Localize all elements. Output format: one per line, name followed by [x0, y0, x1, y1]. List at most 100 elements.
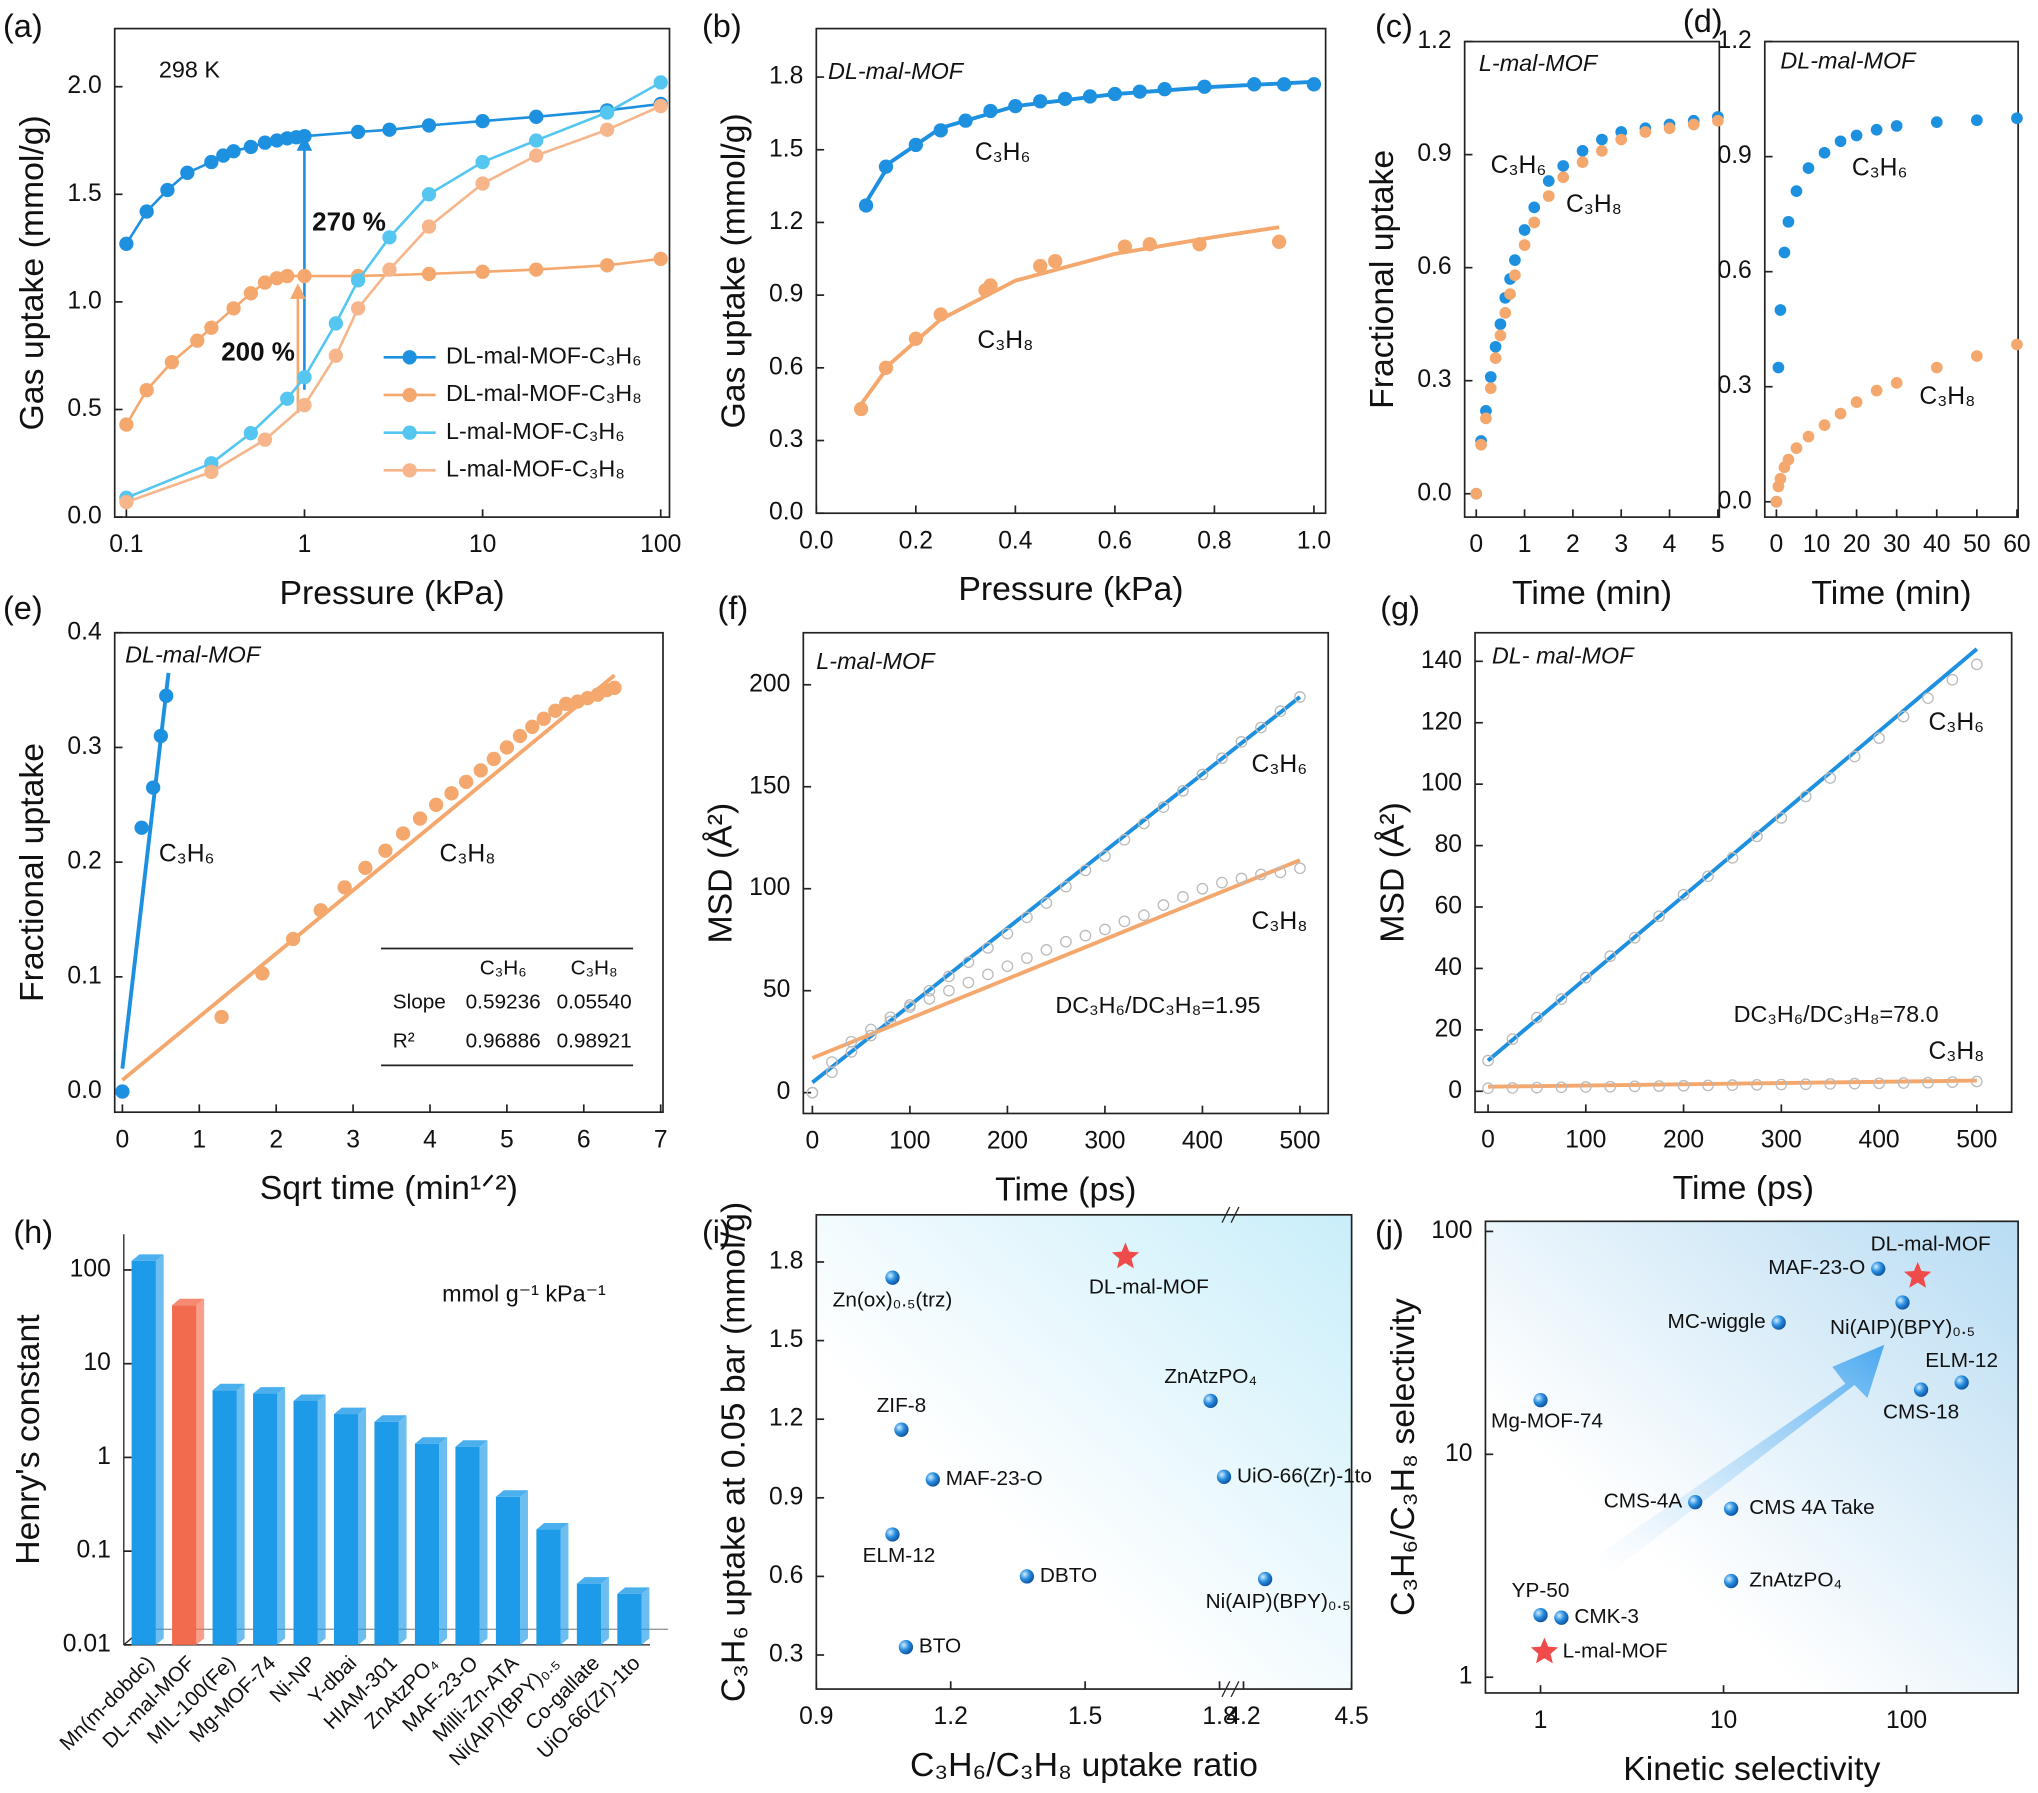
point: [255, 966, 270, 981]
x-tick-label: 0.6: [1098, 527, 1132, 554]
y-tick-label: 0: [777, 1078, 791, 1105]
point: [1111, 1242, 1140, 1269]
point: [1554, 1610, 1569, 1625]
panel-title: DL- mal-MOF: [1492, 643, 1635, 669]
y-tick-label: 0.3: [67, 733, 101, 760]
panel-title: DL-mal-MOF: [125, 641, 262, 667]
point: [1157, 801, 1170, 813]
point: [1033, 94, 1048, 109]
point: [421, 266, 437, 282]
point: [421, 187, 437, 202]
bar-top: [333, 1407, 367, 1415]
point: [1235, 872, 1248, 885]
point: [1971, 114, 1983, 127]
fit-line: [811, 695, 1302, 1084]
point: [1895, 1295, 1910, 1310]
point: [1954, 1375, 1969, 1390]
point: [983, 103, 998, 119]
x-tick-label: 50: [1963, 531, 1990, 558]
panel-title: DL-mal-MOF: [1780, 48, 1917, 74]
panel-label: (a): [3, 8, 43, 44]
point: [257, 275, 273, 290]
bar-side: [317, 1394, 326, 1645]
x-axis-label: Pressure (kPa): [958, 570, 1183, 608]
point: [243, 139, 259, 155]
point: [1216, 876, 1228, 889]
point: [1480, 412, 1492, 425]
point: [1196, 882, 1209, 895]
bar-top: [414, 1437, 448, 1444]
y-tick-label: 0.3: [769, 426, 803, 453]
y-tick-label: 10: [1445, 1440, 1472, 1467]
annotation: 200 %: [221, 336, 295, 366]
series-line: [125, 104, 662, 504]
point: [285, 931, 301, 947]
x-tick-label: 10: [1710, 1707, 1737, 1734]
series-label: C₃H₈: [1566, 191, 1622, 218]
point: [865, 1023, 877, 1036]
x-tick-label: 1: [192, 1126, 206, 1153]
panel-label: (e): [3, 590, 43, 626]
point: [958, 113, 973, 128]
point: [1782, 215, 1795, 228]
point: [1873, 732, 1885, 744]
bar-side: [358, 1407, 367, 1645]
bar-side: [277, 1387, 286, 1645]
point: [853, 401, 869, 417]
y-tick-label: 100: [749, 874, 790, 901]
point: [1294, 862, 1306, 875]
point: [858, 198, 874, 213]
point: [599, 105, 615, 120]
point: [1197, 79, 1212, 94]
point: [1060, 880, 1072, 893]
point: [607, 680, 622, 695]
x-tick-label: 3: [1614, 531, 1628, 558]
point-label: YP-50: [1512, 1579, 1570, 1602]
point: [1922, 692, 1934, 705]
x-tick-label: 0.1: [109, 531, 143, 558]
point-label: UiO-66(Zr)-1to: [1237, 1464, 1372, 1487]
point: [1579, 1081, 1592, 1093]
point: [153, 728, 168, 744]
point: [1021, 952, 1033, 964]
point: [1040, 944, 1053, 956]
bar-top: [293, 1394, 326, 1401]
point: [475, 154, 490, 170]
point: [475, 176, 490, 191]
x-tick-label: 40: [1923, 531, 1950, 558]
y-tick-label: 0.9: [1717, 142, 1751, 169]
point: [1946, 1076, 1959, 1088]
point: [1274, 705, 1287, 718]
point: [1257, 1571, 1273, 1587]
bar-side: [439, 1437, 448, 1645]
point: [458, 774, 474, 789]
x-tick-label: 2: [269, 1126, 283, 1153]
point: [1499, 307, 1512, 319]
point: [146, 780, 161, 795]
table-cell: 0.59236: [466, 991, 541, 1014]
x-tick-label: 10: [469, 531, 496, 558]
y-axis-label: MSD (Å²): [1373, 802, 1411, 943]
point: [1138, 909, 1150, 922]
point: [1818, 146, 1831, 159]
x-tick-label: 0.0: [799, 527, 833, 554]
series-label: C₃H₈: [440, 840, 496, 867]
point: [1774, 472, 1787, 485]
y-tick-label: 0.6: [1417, 253, 1451, 280]
point: [1726, 852, 1739, 864]
x-axis-label: Kinetic selectivity: [1623, 1750, 1880, 1788]
point: [204, 320, 219, 335]
point: [1177, 784, 1189, 797]
point: [412, 811, 428, 826]
x-tick-label: 0: [116, 1126, 130, 1153]
trend-arrow: [1591, 1344, 1885, 1573]
y-tick-label: 0.0: [67, 503, 101, 530]
plot-frame: [802, 631, 1330, 1115]
panel-label: (i): [702, 1214, 731, 1250]
x-tick-label: 0.9: [799, 1703, 833, 1730]
point: [1528, 216, 1541, 229]
point: [878, 360, 894, 375]
point: [1247, 77, 1262, 92]
point: [923, 993, 936, 1005]
point: [1702, 1079, 1714, 1092]
